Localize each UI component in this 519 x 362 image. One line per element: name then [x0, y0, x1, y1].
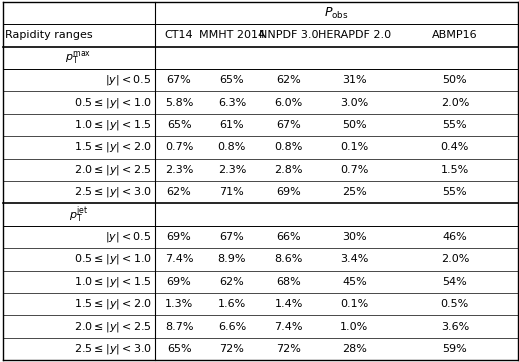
Text: 8.6%: 8.6%	[275, 254, 303, 264]
Text: 30%: 30%	[342, 232, 366, 242]
Text: $p_\mathrm{T}^\mathrm{max}$: $p_\mathrm{T}^\mathrm{max}$	[65, 49, 92, 66]
Text: $1.0 \leq |y| < 1.5$: $1.0 \leq |y| < 1.5$	[74, 275, 152, 289]
Text: 61%: 61%	[220, 120, 244, 130]
Text: 65%: 65%	[167, 120, 192, 130]
Text: 2.3%: 2.3%	[218, 165, 246, 175]
Text: 6.6%: 6.6%	[218, 321, 246, 332]
Text: $1.5 \leq |y| < 2.0$: $1.5 \leq |y| < 2.0$	[74, 297, 152, 311]
Text: 3.4%: 3.4%	[340, 254, 368, 264]
Text: 5.8%: 5.8%	[165, 98, 193, 108]
Text: 31%: 31%	[342, 75, 366, 85]
Text: 1.3%: 1.3%	[165, 299, 193, 309]
Text: 62%: 62%	[220, 277, 244, 287]
Text: 59%: 59%	[443, 344, 467, 354]
Text: ABMP16: ABMP16	[432, 30, 477, 41]
Text: 2.0%: 2.0%	[441, 254, 469, 264]
Text: 25%: 25%	[342, 187, 367, 197]
Text: 65%: 65%	[167, 344, 192, 354]
Text: 0.5%: 0.5%	[441, 299, 469, 309]
Text: 69%: 69%	[167, 232, 192, 242]
Text: 67%: 67%	[220, 232, 244, 242]
Text: 1.0%: 1.0%	[340, 321, 368, 332]
Text: 7.4%: 7.4%	[165, 254, 194, 264]
Text: $2.5 \leq |y| < 3.0$: $2.5 \leq |y| < 3.0$	[74, 342, 152, 356]
Text: $2.0 \leq |y| < 2.5$: $2.0 \leq |y| < 2.5$	[74, 320, 152, 334]
Text: 3.0%: 3.0%	[340, 98, 368, 108]
Text: $p_\mathrm{T}^\mathrm{jet}$: $p_\mathrm{T}^\mathrm{jet}$	[69, 204, 88, 225]
Text: 7.4%: 7.4%	[275, 321, 303, 332]
Text: 0.4%: 0.4%	[441, 142, 469, 152]
Text: 45%: 45%	[342, 277, 367, 287]
Text: HERAPDF 2.0: HERAPDF 2.0	[318, 30, 391, 41]
Text: 1.6%: 1.6%	[218, 299, 246, 309]
Text: 2.0%: 2.0%	[441, 98, 469, 108]
Text: 6.3%: 6.3%	[218, 98, 246, 108]
Text: 62%: 62%	[276, 75, 301, 85]
Text: 67%: 67%	[276, 120, 301, 130]
Text: 66%: 66%	[276, 232, 301, 242]
Text: 8.7%: 8.7%	[165, 321, 194, 332]
Text: CT14: CT14	[165, 30, 194, 41]
Text: $0.5 \leq |y| < 1.0$: $0.5 \leq |y| < 1.0$	[74, 252, 152, 266]
Text: 46%: 46%	[443, 232, 467, 242]
Text: 69%: 69%	[167, 277, 192, 287]
Text: 3.6%: 3.6%	[441, 321, 469, 332]
Text: 0.1%: 0.1%	[340, 299, 368, 309]
Text: 69%: 69%	[276, 187, 301, 197]
Text: 8.9%: 8.9%	[217, 254, 246, 264]
Text: 6.0%: 6.0%	[275, 98, 303, 108]
Text: 54%: 54%	[443, 277, 467, 287]
Text: 0.8%: 0.8%	[275, 142, 303, 152]
Text: $0.5 \leq |y| < 1.0$: $0.5 \leq |y| < 1.0$	[74, 96, 152, 110]
Text: Rapidity ranges: Rapidity ranges	[5, 30, 93, 41]
Text: 72%: 72%	[276, 344, 301, 354]
Text: $|y| < 0.5$: $|y| < 0.5$	[105, 73, 152, 87]
Text: 71%: 71%	[220, 187, 244, 197]
Text: 50%: 50%	[342, 120, 366, 130]
Text: MMHT 2014: MMHT 2014	[199, 30, 265, 41]
Text: $1.0 \leq |y| < 1.5$: $1.0 \leq |y| < 1.5$	[74, 118, 152, 132]
Text: $2.0 \leq |y| < 2.5$: $2.0 \leq |y| < 2.5$	[74, 163, 152, 177]
Text: 2.3%: 2.3%	[165, 165, 193, 175]
Text: 55%: 55%	[443, 187, 467, 197]
Text: $2.5 \leq |y| < 3.0$: $2.5 \leq |y| < 3.0$	[74, 185, 152, 199]
Text: 0.1%: 0.1%	[340, 142, 368, 152]
Text: 28%: 28%	[342, 344, 367, 354]
Text: 62%: 62%	[167, 187, 192, 197]
Text: 55%: 55%	[443, 120, 467, 130]
Text: 0.8%: 0.8%	[218, 142, 246, 152]
Text: 2.8%: 2.8%	[275, 165, 303, 175]
Text: 0.7%: 0.7%	[340, 165, 368, 175]
Text: 50%: 50%	[443, 75, 467, 85]
Text: $|y| < 0.5$: $|y| < 0.5$	[105, 230, 152, 244]
Text: NNPDF 3.0: NNPDF 3.0	[259, 30, 318, 41]
Text: $1.5 \leq |y| < 2.0$: $1.5 \leq |y| < 2.0$	[74, 140, 152, 155]
Text: 68%: 68%	[276, 277, 301, 287]
Text: 1.4%: 1.4%	[275, 299, 303, 309]
Text: $P_\mathrm{obs}$: $P_\mathrm{obs}$	[324, 5, 349, 21]
Text: 1.5%: 1.5%	[441, 165, 469, 175]
Text: 65%: 65%	[220, 75, 244, 85]
Text: 72%: 72%	[220, 344, 244, 354]
Text: 0.7%: 0.7%	[165, 142, 193, 152]
Text: 67%: 67%	[167, 75, 192, 85]
